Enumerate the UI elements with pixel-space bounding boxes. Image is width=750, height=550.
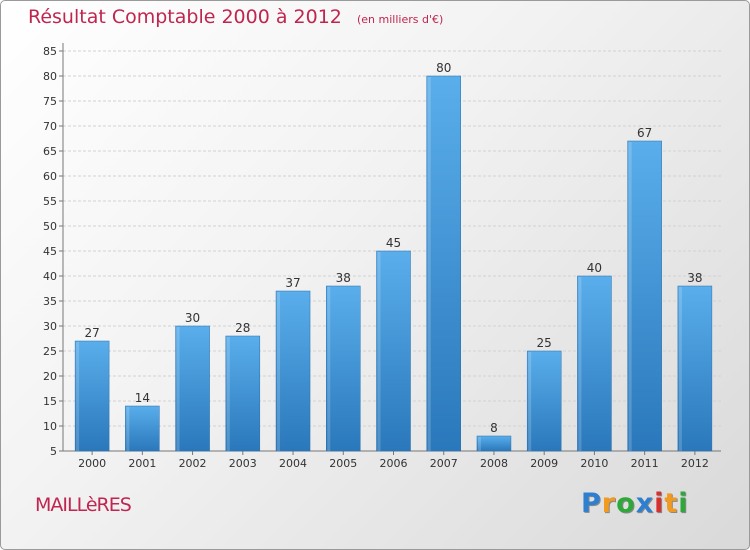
- title-row: Résultat Comptable 2000 à 2012 (en milli…: [28, 6, 443, 28]
- y-tick-label: 10: [43, 420, 57, 433]
- x-tick-label: 2006: [380, 457, 408, 470]
- x-tick-label: 2003: [229, 457, 257, 470]
- data-label: 37: [285, 276, 300, 290]
- bar-2000: [74, 340, 110, 452]
- x-tick-label: 2000: [78, 457, 106, 470]
- data-label: 25: [537, 336, 552, 350]
- data-label: 38: [336, 271, 351, 285]
- bar-2006: [376, 250, 411, 452]
- y-tick-label: 15: [43, 395, 57, 408]
- bar-highlight: [678, 287, 682, 451]
- y-tick-label: 45: [43, 245, 57, 258]
- bar-highlight: [327, 287, 331, 451]
- x-tick-label: 2012: [681, 457, 709, 470]
- brand-letter: o: [616, 488, 636, 519]
- y-tick-label: 60: [43, 170, 57, 183]
- bar-highlight: [628, 142, 632, 451]
- data-label: 8: [490, 421, 498, 435]
- bar-2010: [577, 275, 612, 452]
- bar-2008: [476, 435, 512, 452]
- data-label: 67: [637, 126, 652, 140]
- x-tick-label: 2005: [329, 457, 357, 470]
- bar-2004: [275, 290, 311, 452]
- bar-2003: [225, 335, 261, 452]
- brand-letter: i: [678, 488, 689, 519]
- bar-highlight: [226, 337, 230, 451]
- x-tick-label: 2001: [128, 457, 156, 470]
- x-tick-label: 2011: [631, 457, 659, 470]
- data-label: 28: [235, 321, 250, 335]
- chart-title: Résultat Comptable 2000 à 2012: [28, 6, 342, 28]
- data-label: 30: [185, 311, 200, 325]
- y-tick-label: 65: [43, 145, 57, 158]
- y-tick-label: 40: [43, 270, 57, 283]
- bar-2001: [125, 405, 160, 452]
- label-layer: 27 2000 14 2001 30 2002 28 2003 37 2004 38 2005 45 20…: [78, 61, 709, 470]
- bar-highlight: [176, 327, 180, 451]
- y-tick-label: 55: [43, 195, 57, 208]
- bar-2012: [677, 285, 713, 452]
- x-tick-label: 2007: [430, 457, 458, 470]
- y-tick-label: 85: [43, 45, 57, 58]
- brand-logo: Proxiti: [581, 488, 689, 519]
- y-tick-label: 80: [43, 70, 57, 83]
- y-tick-label: 35: [43, 295, 57, 308]
- x-tick-label: 2010: [580, 457, 608, 470]
- bar-highlight: [477, 437, 481, 451]
- x-tick-label: 2002: [179, 457, 207, 470]
- brand-letter: P: [581, 488, 602, 519]
- bar-highlight: [377, 252, 381, 451]
- bar-highlight: [427, 77, 431, 451]
- bar-2007: [426, 75, 461, 452]
- x-tick-label: 2004: [279, 457, 307, 470]
- brand-letter: r: [601, 488, 617, 519]
- y-tick-label: 25: [43, 345, 57, 358]
- bar-highlight: [528, 352, 532, 451]
- data-label: 27: [84, 326, 99, 340]
- brand-letter: i: [654, 488, 665, 519]
- bar-2002: [175, 325, 210, 452]
- y-tick-label: 50: [43, 220, 57, 233]
- bar-2011: [627, 140, 662, 452]
- bar-highlight: [277, 292, 281, 451]
- y-tick-label: 70: [43, 120, 57, 133]
- bar-highlight: [578, 277, 582, 451]
- data-label: 14: [135, 391, 150, 405]
- chart-subtitle: (en milliers d'€): [356, 13, 444, 26]
- x-tick-label: 2008: [480, 457, 508, 470]
- data-label: 38: [687, 271, 702, 285]
- bar-2005: [326, 285, 361, 452]
- bar-highlight: [76, 342, 80, 451]
- y-tick-label: 30: [43, 320, 57, 333]
- axis-layer: 5 10 15 20 25 30 35 40 45 50 55 60 65 70 75 80 85: [43, 43, 721, 458]
- bar-highlight: [126, 407, 130, 451]
- bar-layer: [74, 75, 713, 452]
- data-label: 45: [386, 236, 401, 250]
- brand-letter: x: [635, 488, 655, 519]
- y-tick-label: 75: [43, 95, 57, 108]
- commune-name: MAILLèRES: [35, 494, 132, 516]
- y-tick-label: 20: [43, 370, 57, 383]
- data-label: 40: [587, 261, 602, 275]
- brand-letter: t: [664, 488, 679, 519]
- bar-2009: [526, 350, 562, 452]
- x-tick-label: 2009: [530, 457, 558, 470]
- data-label: 80: [436, 61, 451, 75]
- y-tick-label: 5: [50, 445, 57, 458]
